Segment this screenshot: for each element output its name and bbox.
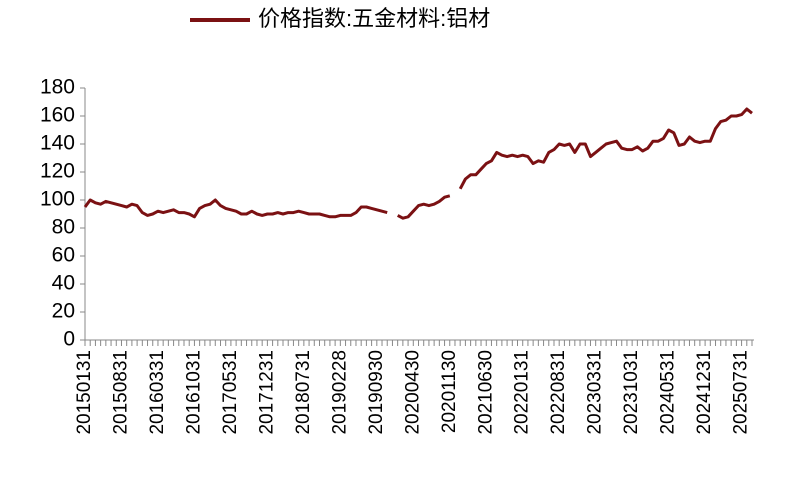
y-tick-label: 60 bbox=[52, 244, 75, 267]
y-tick-label: 160 bbox=[40, 104, 75, 127]
x-tick-label: 20241231 bbox=[694, 350, 715, 435]
y-tick-label: 40 bbox=[52, 272, 75, 295]
x-tick-label: 20190930 bbox=[366, 350, 387, 435]
y-tick-label: 120 bbox=[40, 160, 75, 183]
series-line bbox=[83, 107, 753, 220]
x-tick-label: 20150831 bbox=[110, 350, 131, 435]
x-tick-label: 20150131 bbox=[74, 350, 95, 435]
x-tick-label: 20220131 bbox=[512, 350, 533, 435]
y-tick-label: 80 bbox=[52, 216, 75, 239]
x-tick-label: 20161031 bbox=[183, 350, 204, 435]
x-tick-label: 20240531 bbox=[658, 350, 679, 435]
x-tick-label: 20160331 bbox=[147, 350, 168, 435]
y-tick-label: 140 bbox=[40, 132, 75, 155]
x-tick-label: 20171231 bbox=[256, 350, 277, 435]
x-tick-label: 20200430 bbox=[402, 350, 423, 435]
x-tick-label: 20230331 bbox=[585, 350, 606, 435]
y-tick-label: 100 bbox=[40, 188, 75, 211]
x-tick-label: 20250731 bbox=[731, 350, 752, 435]
y-tick-label: 0 bbox=[63, 328, 75, 351]
x-tick-label: 20170531 bbox=[220, 350, 241, 435]
y-tick-label: 180 bbox=[40, 76, 75, 99]
x-tick-label: 20201130 bbox=[439, 350, 460, 433]
x-tick-label: 20180731 bbox=[293, 350, 314, 435]
x-tick-label: 20210630 bbox=[475, 350, 496, 435]
x-tick-label: 20220831 bbox=[548, 350, 569, 435]
y-tick-label: 20 bbox=[52, 300, 75, 323]
x-tick-label: 20231031 bbox=[621, 350, 642, 435]
x-tick-label: 20190228 bbox=[329, 350, 350, 435]
legend-label: 价格指数:五金材料:铝材 bbox=[258, 6, 490, 31]
